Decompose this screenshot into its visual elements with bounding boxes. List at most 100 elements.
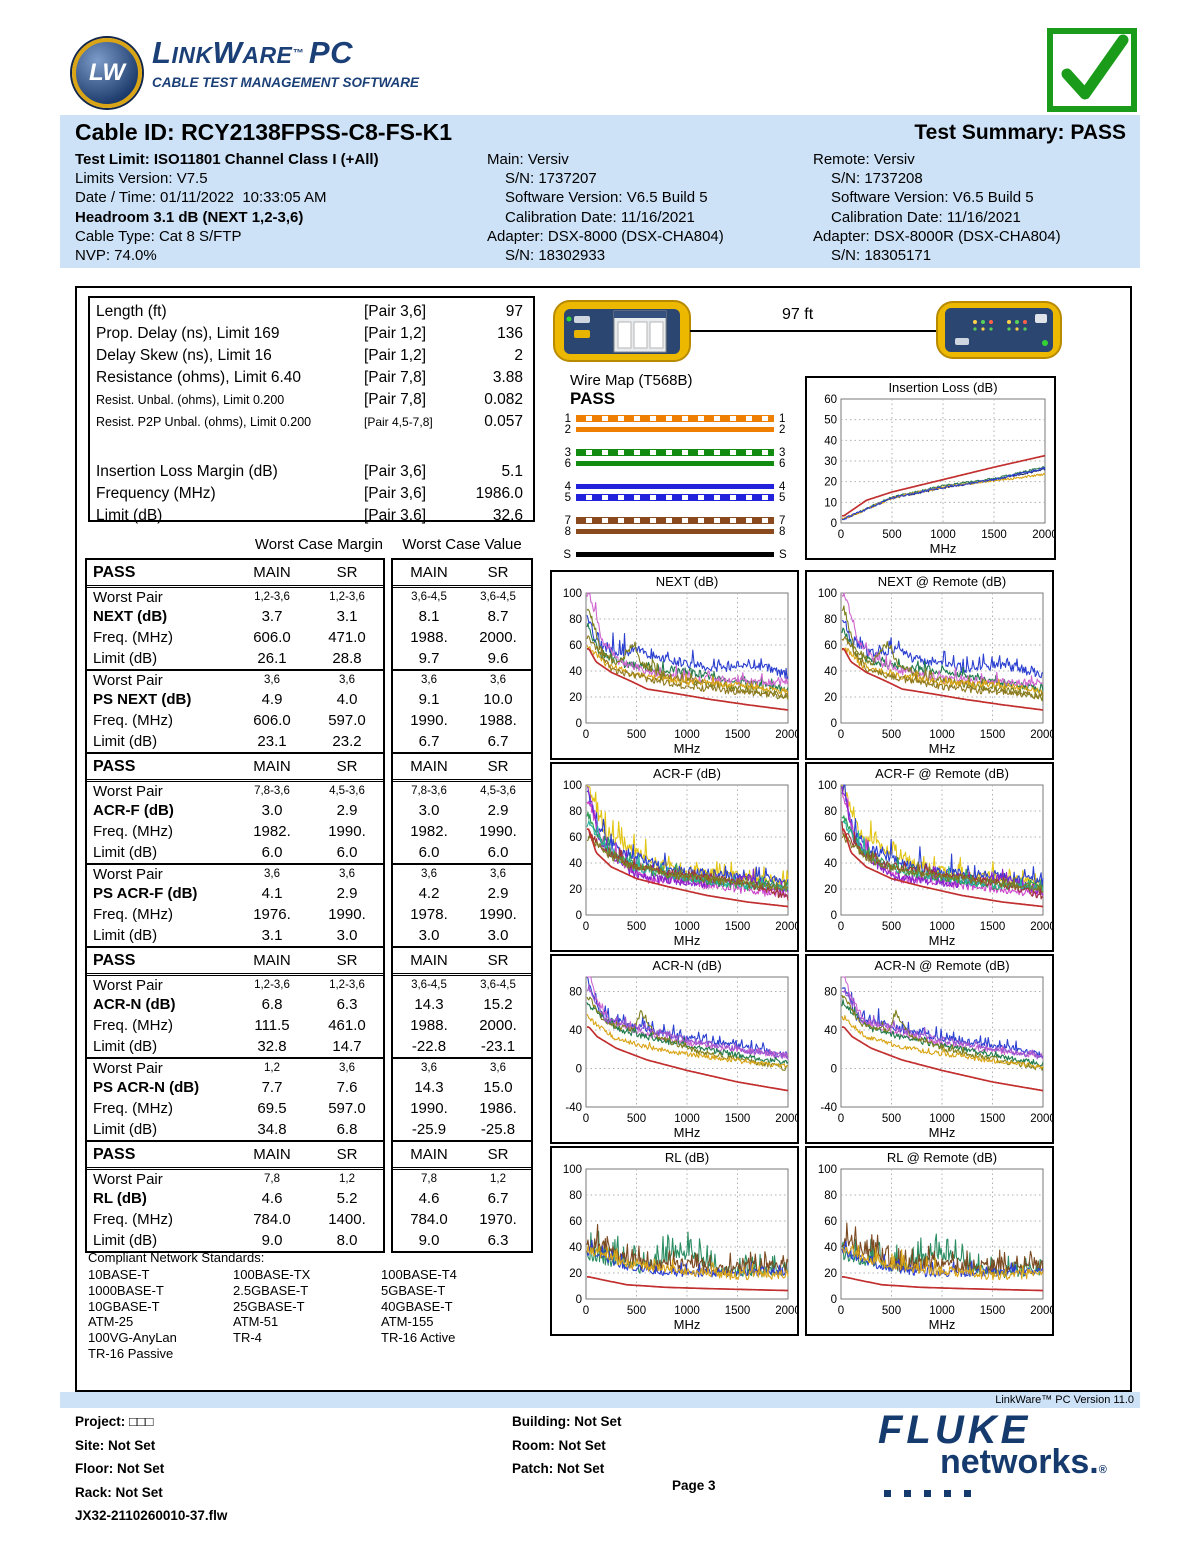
row-label: NEXT (dB) — [93, 608, 168, 625]
standard-item: 10BASE-T — [88, 1267, 150, 1282]
svg-text:500: 500 — [882, 529, 901, 541]
svg-text:80: 80 — [569, 1190, 582, 1202]
pin-label: S — [563, 548, 571, 561]
standard-item: 40GBASE-T — [381, 1298, 453, 1314]
svg-text:2000: 2000 — [775, 729, 797, 741]
measurement-pair: [Pair 3,6] — [364, 507, 427, 524]
version-strip: LinkWare™ PC Version 11.0 — [60, 1392, 1140, 1408]
svg-text:0: 0 — [838, 1113, 844, 1125]
worst-pair-row: Worst Pair 1,2 3,6 — [87, 1057, 383, 1077]
limit-row: 9.0 6.3 — [393, 1230, 531, 1251]
measurement-label: Delay Skew (ns), Limit 16 — [96, 347, 272, 364]
freq-row: Freq. (MHz) 606.0 597.0 — [87, 710, 383, 731]
measurement-pair: [Pair 1,2] — [364, 347, 427, 364]
param-row: 4.6 6.7 — [393, 1188, 531, 1209]
compliant-standards: Compliant Network Standards: 10BASE-T 100… — [88, 1250, 548, 1362]
measurement-label: Prop. Delay (ns), Limit 169 — [96, 325, 280, 342]
result-table: PASS MAIN SR Worst Pair 1,2-3,6 1,2-3,6 NEXT (… — [85, 558, 533, 754]
cell: 3.1 — [336, 608, 358, 625]
freq-row: Freq. (MHz) 111.5 461.0 — [87, 1015, 383, 1036]
standard-item: TR-16 Active — [381, 1330, 456, 1346]
standard-item: ATM-155 — [381, 1314, 434, 1330]
pin-label: 7 — [779, 514, 786, 527]
cell: 606.0 — [253, 712, 291, 729]
svg-text:500: 500 — [627, 1305, 646, 1317]
measurement-pair: [Pair 7,8] — [364, 369, 427, 386]
svg-text:MHz: MHz — [930, 541, 957, 556]
measurement-value: 0.082 — [484, 391, 523, 408]
margin-box: PASS MAIN SR Worst Pair 7,8-3,6 4,5-3,6 ACR-F … — [85, 752, 385, 948]
svg-text:20: 20 — [569, 692, 582, 704]
cell: 7,8 — [264, 1173, 280, 1185]
row-label: Freq. (MHz) — [93, 629, 173, 646]
param-row: RL (dB) 4.6 5.2 — [87, 1188, 383, 1209]
measurement-value: 1986.0 — [475, 485, 523, 502]
cell: 8.0 — [336, 1232, 358, 1249]
svg-text:MHz: MHz — [929, 1317, 956, 1332]
cell: 1990. — [328, 823, 366, 840]
wire-map-title: Wire Map (T568B) — [570, 372, 693, 389]
measurement-label: Insertion Loss Margin (dB) — [96, 463, 278, 480]
cell: 1,2 — [490, 1173, 506, 1185]
cell: 4.6 — [261, 1190, 283, 1207]
param-row: 8.1 8.7 — [393, 606, 531, 627]
pin-label: 1 — [564, 412, 571, 425]
cell: 23.2 — [332, 733, 362, 750]
standard-item: 1000BASE-T — [88, 1282, 164, 1298]
svg-text:ACR-N (dB): ACR-N (dB) — [652, 958, 721, 973]
header-line: Software Version: V6.5 Build 5 — [831, 189, 1034, 207]
cell: SR — [336, 758, 358, 775]
cell: 6.3 — [336, 996, 358, 1013]
linkware-wordmark: LINKWARE™ PC CABLE TEST MANAGEMENT SOFTWA… — [152, 35, 419, 90]
svg-text:1500: 1500 — [980, 1113, 1006, 1125]
pin-label: 8 — [779, 525, 786, 538]
cell: 69.5 — [257, 1100, 287, 1117]
param-row: 9.1 10.0 — [393, 689, 531, 710]
svg-text:60: 60 — [569, 640, 582, 652]
cell: 14.7 — [332, 1038, 362, 1055]
result-table: PASS MAIN SR Worst Pair 1,2-3,6 1,2-3,6 ACR-N … — [85, 946, 533, 1142]
status-cell: PASS — [93, 951, 136, 969]
title-part: PC — [308, 35, 353, 70]
cell: 26.1 — [257, 650, 287, 667]
svg-text:MHz: MHz — [674, 933, 701, 948]
cell: 14.3 — [414, 996, 444, 1013]
worst-pair-row: 3,6-4,5 3,6-4,5 — [393, 588, 531, 606]
cell: 9.1 — [418, 691, 440, 708]
row-label: Worst Pair — [93, 588, 163, 606]
svg-text:500: 500 — [882, 1113, 901, 1125]
svg-text:1000: 1000 — [929, 729, 955, 741]
limit-row: Limit (dB) 23.1 23.2 — [87, 731, 383, 752]
measurement-value: 97 — [505, 303, 523, 320]
header-main-column: Main: Versiv S/N: 1737207 Software Version… — [487, 150, 724, 265]
svg-text:80: 80 — [569, 806, 582, 818]
registered-mark: ® — [1098, 1464, 1107, 1476]
cell: 3.0 — [487, 927, 509, 944]
svg-text:1500: 1500 — [980, 1305, 1006, 1317]
svg-text:500: 500 — [627, 729, 646, 741]
cell: SR — [487, 1146, 509, 1163]
margin-box: PASS MAIN SR Worst Pair 1,2-3,6 1,2-3,6 NEXT (… — [85, 558, 385, 754]
measurement-label: Length (ft) — [96, 303, 167, 320]
cell: 3,6 — [490, 868, 506, 880]
title-part: INK — [171, 42, 213, 68]
measurement-pair: [Pair 7,8] — [364, 391, 427, 408]
svg-text:10: 10 — [824, 497, 837, 509]
svg-text:500: 500 — [882, 1305, 901, 1317]
cell: 2000. — [479, 629, 517, 646]
table-header: MAIN SR — [393, 948, 531, 976]
cell: 3,6 — [421, 868, 437, 880]
svg-text:1500: 1500 — [725, 1305, 751, 1317]
cell: 1,2-3,6 — [329, 979, 365, 991]
networks-dot: . — [1089, 1443, 1099, 1481]
chart-acrf: ACR-F (dB) 0 500 1000 1500 2000 0 20 40 60 80 100 MH… — [550, 762, 801, 952]
freq-row: Freq. (MHz) 784.0 1400. — [87, 1209, 383, 1230]
cell: 1988. — [410, 629, 448, 646]
row-label: Worst Pair — [93, 1059, 163, 1077]
freq-row: 1982. 1990. — [393, 821, 531, 842]
svg-text:100: 100 — [563, 1164, 582, 1176]
cell: 4.1 — [261, 885, 283, 902]
